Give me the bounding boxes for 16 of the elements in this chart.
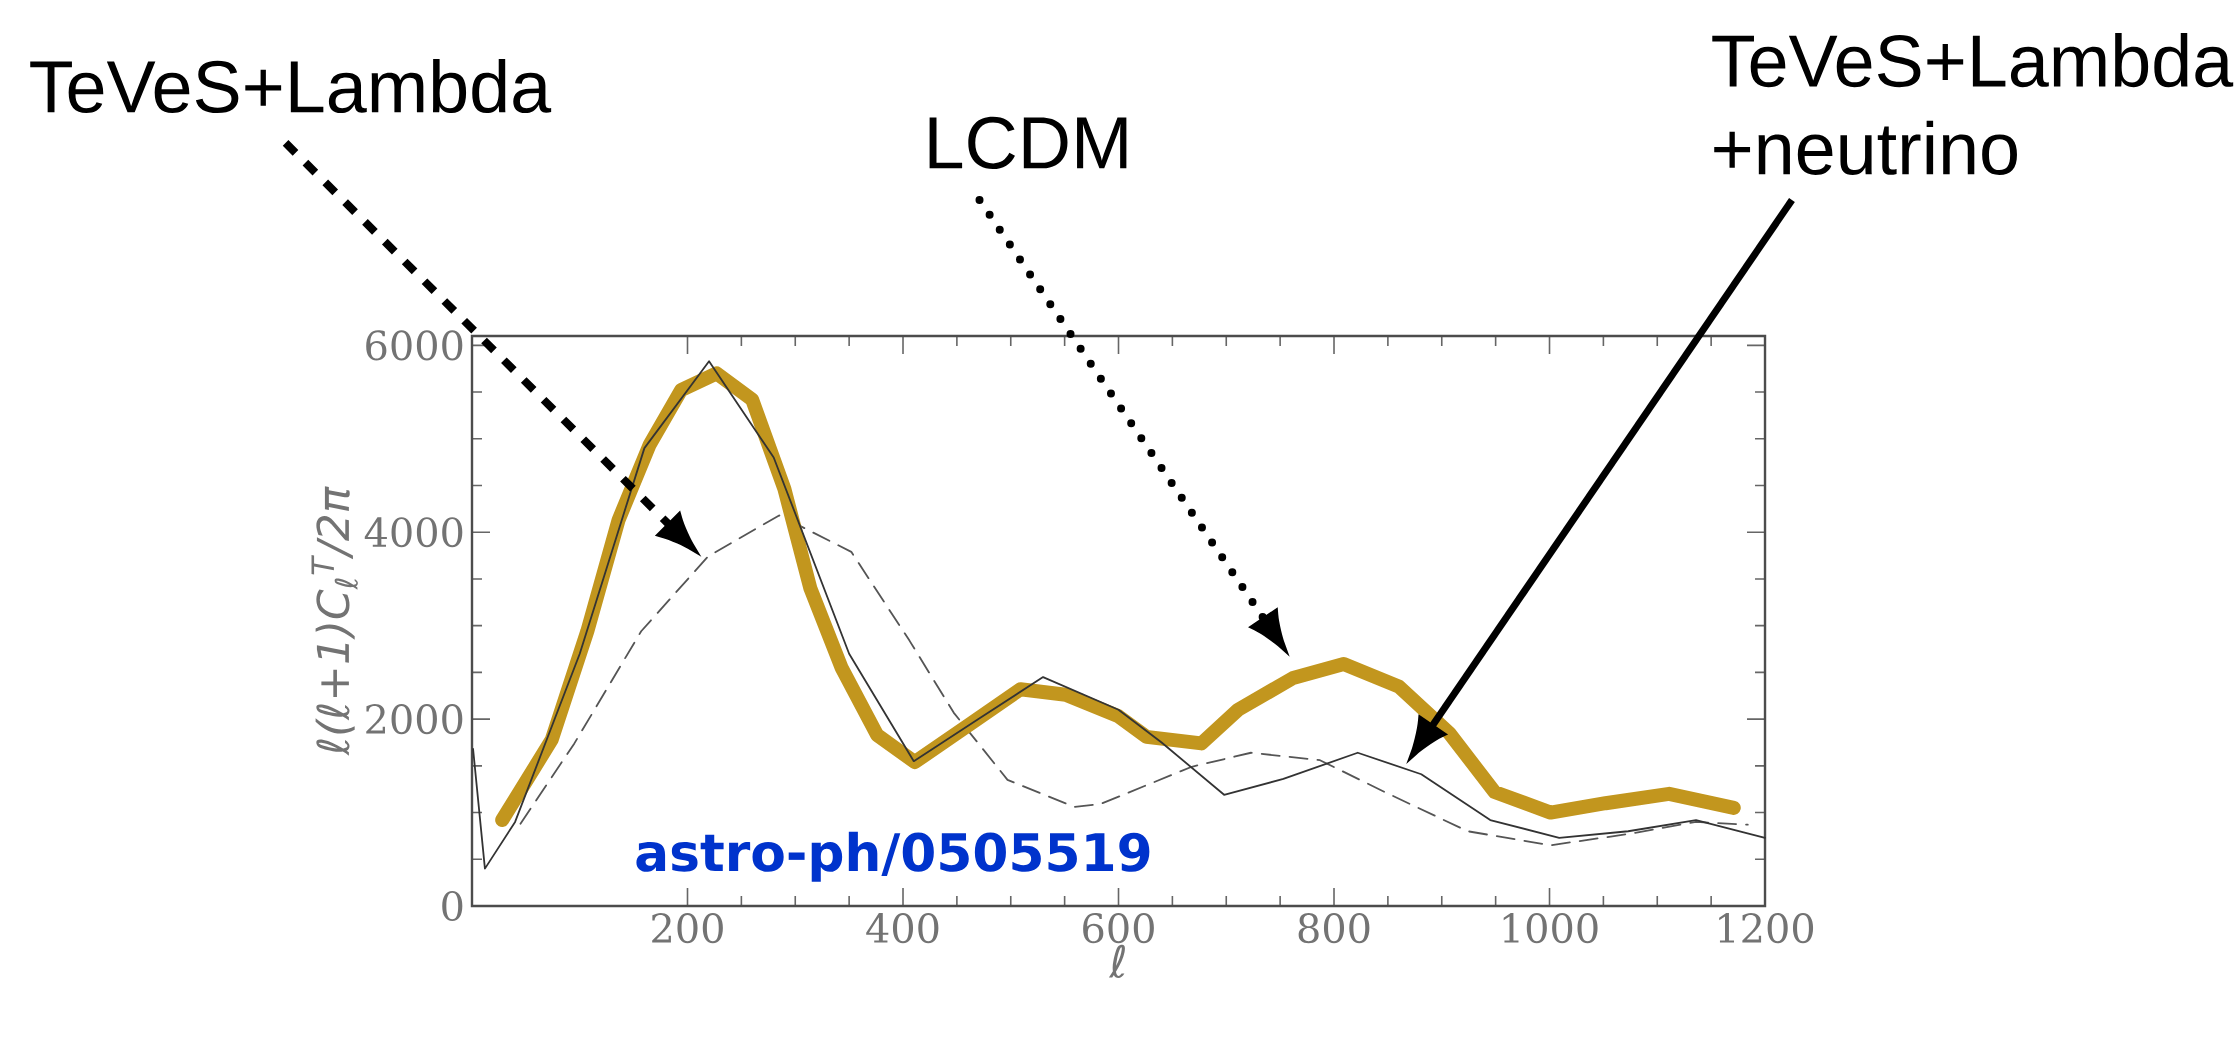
text: TeVeS+Lambda (30, 58, 552, 114)
text: TeVeS+Lambda +neutrino (1712, 33, 2234, 175)
y-tick-label: 2000 (366, 704, 463, 735)
x-tick-label: 1200 (1719, 913, 1814, 944)
y-tick-label: 0 (442, 890, 463, 922)
x-axis-title: ℓ (1108, 944, 1125, 979)
x-tick-label: 600 (1083, 913, 1154, 944)
y-tick-label: 4000 (364, 517, 463, 548)
y-tick-label: 6000 (366, 330, 463, 361)
x-tick-label: 400 (866, 913, 939, 944)
x-tick-label: 800 (1298, 913, 1370, 944)
annotation: astro-ph/0505519 (636, 831, 1150, 882)
text: LCDM (929, 116, 1127, 170)
x-tick-label: 1000 (1503, 913, 1598, 944)
y-axis-title: ℓ(ℓ+1)C$_{ℓ}$$^{T}$/2π (311, 486, 358, 756)
x-tick-label: 200 (652, 913, 723, 944)
